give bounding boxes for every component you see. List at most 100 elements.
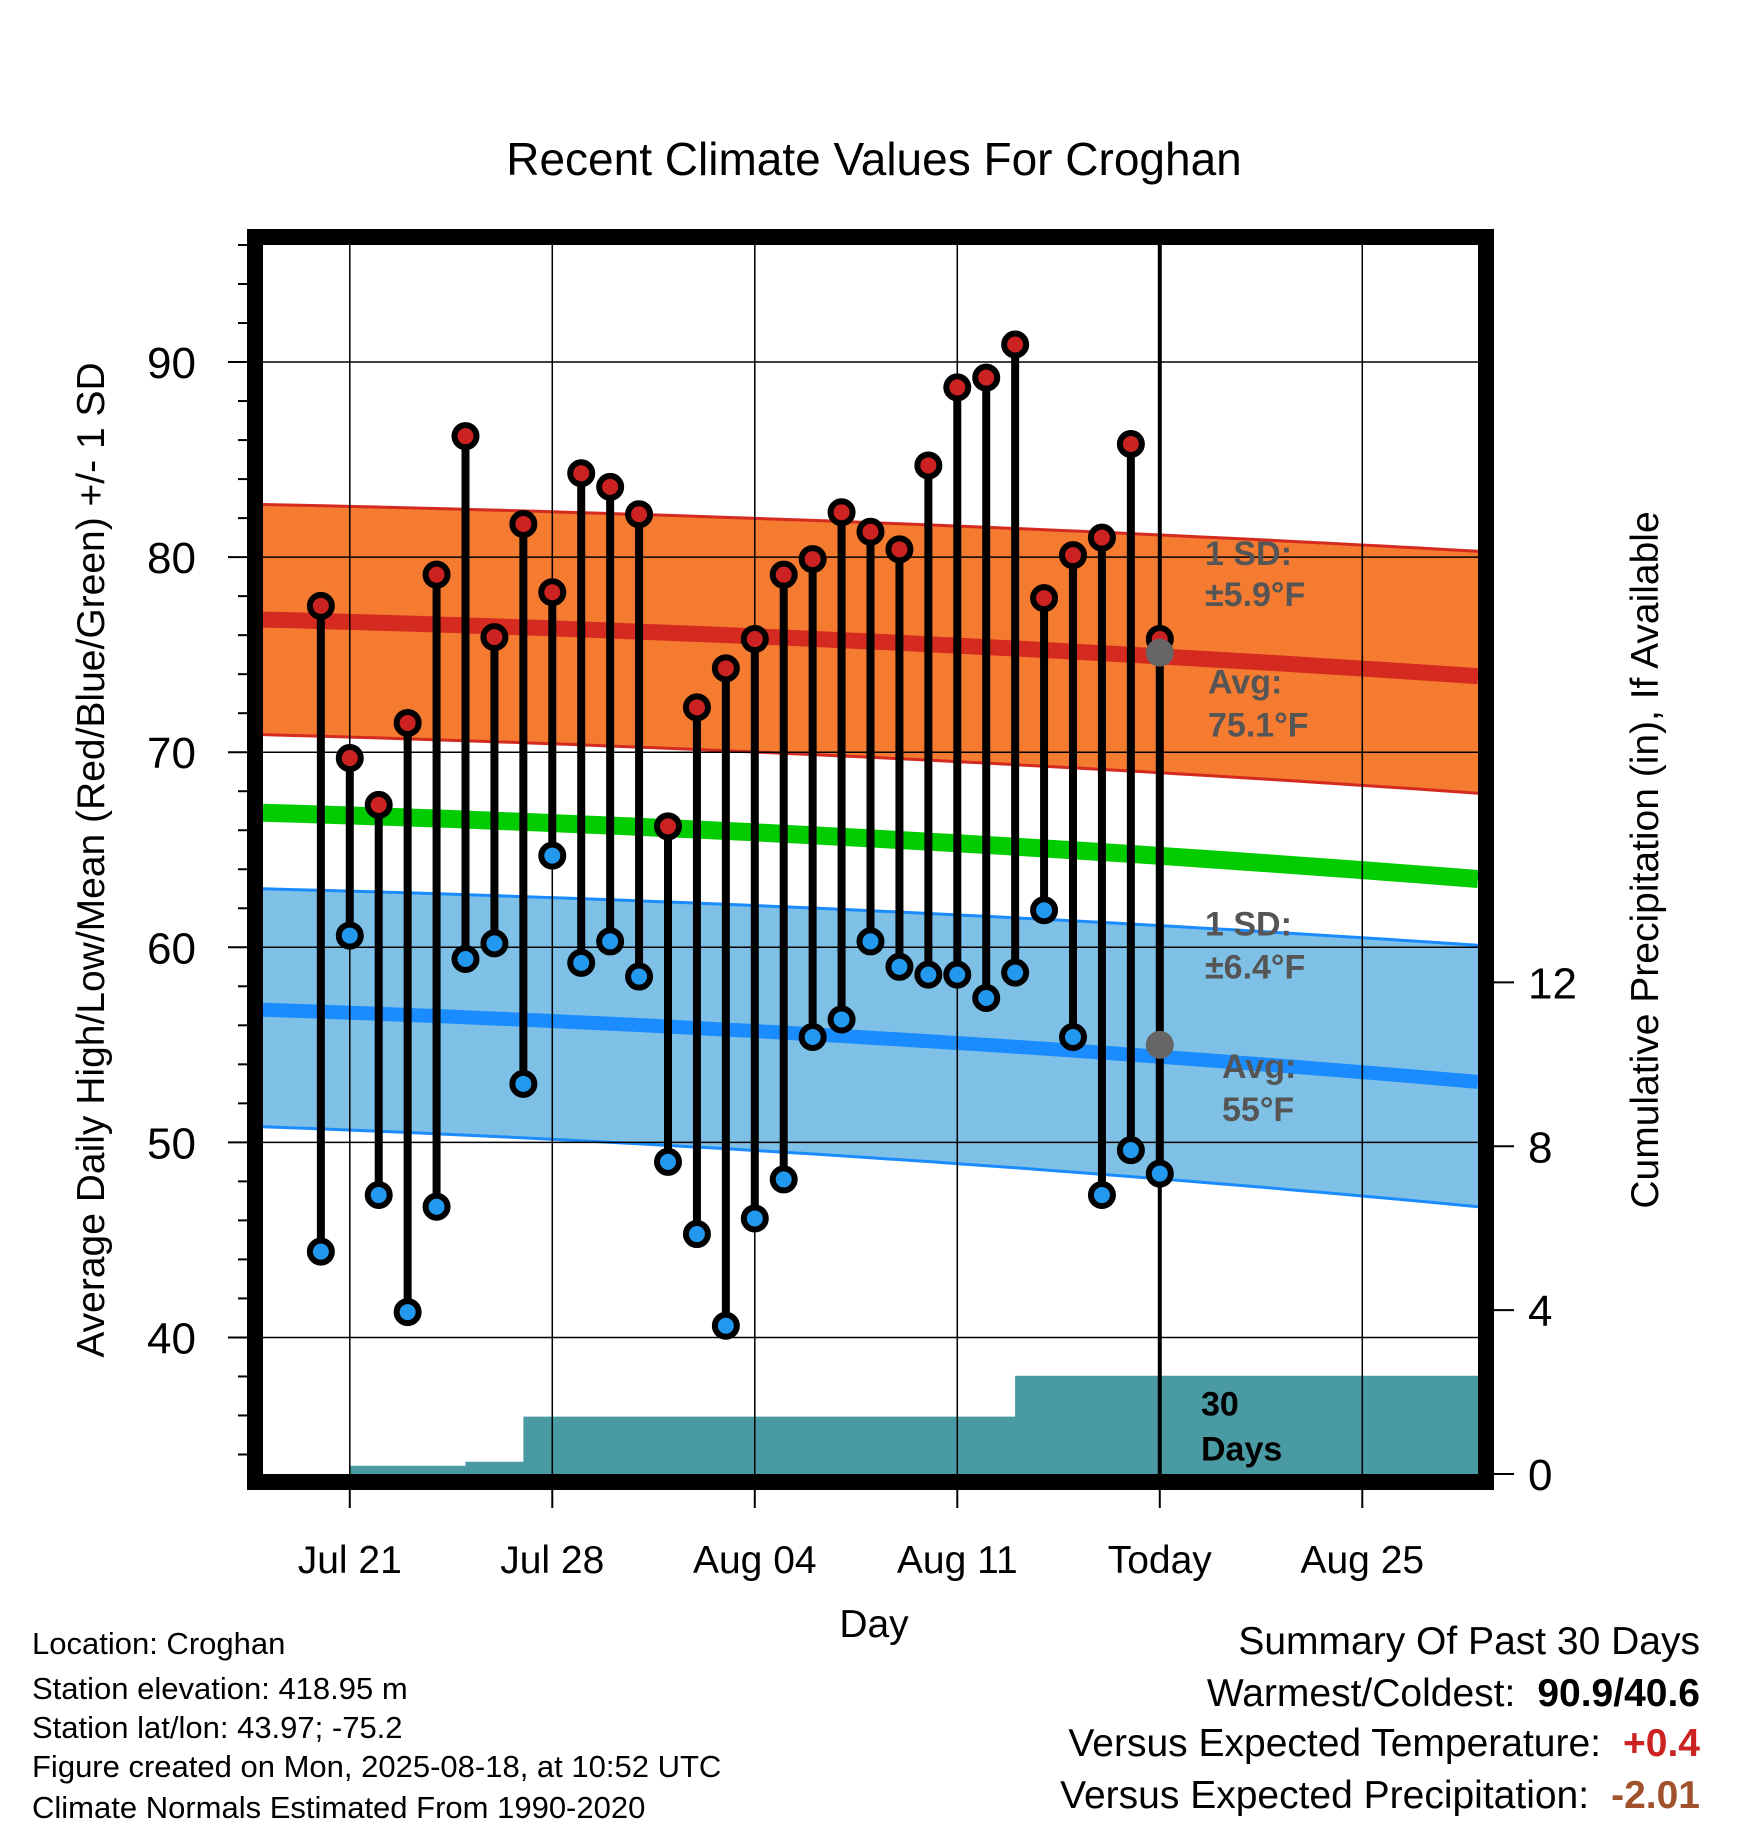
high-avg-today-marker (1145, 638, 1174, 667)
low-temp-point (567, 948, 596, 977)
low-temp-point (972, 984, 1001, 1013)
low-temp-point (480, 929, 509, 958)
low-temp-point (827, 1005, 856, 1034)
low-temp-point (1116, 1136, 1145, 1165)
low-temp-point (798, 1023, 827, 1052)
summary-precipitation: Versus Expected Precipitation: -2.01 (1060, 1774, 1700, 1817)
high-avg-title: Avg: (1208, 664, 1282, 702)
high-avg-value: 75.1°F (1208, 707, 1309, 745)
low-temp-point (306, 1237, 335, 1266)
high-temp-point (335, 744, 364, 773)
low-temp-point (538, 841, 567, 870)
low-sd-title: 1 SD: (1205, 906, 1292, 944)
high-temp-point (567, 459, 596, 488)
high-temp-point (740, 625, 769, 654)
high-temp-point (538, 578, 567, 607)
high-temp-point (306, 591, 335, 620)
low-temp-point (393, 1298, 422, 1327)
high-temp-point (769, 560, 798, 589)
high-sd-title: 1 SD: (1205, 535, 1292, 573)
x-tick-label: Aug 11 (897, 1539, 1018, 1582)
x-tick-label: Jul 28 (500, 1539, 604, 1582)
high-temp-point (480, 623, 509, 652)
high-temp-point (422, 560, 451, 589)
y2-tick-label: 0 (1528, 1451, 1552, 1500)
low-sd-band-fill (263, 888, 1478, 1207)
y-tick-label: 90 (147, 339, 196, 388)
summary-warmest-coldest: Warmest/Coldest: 90.9/40.6 (1206, 1672, 1700, 1715)
high-temp-point (1001, 330, 1030, 359)
low-temp-point (1030, 896, 1059, 925)
low-temp-point (451, 944, 480, 973)
created-text: Figure created on Mon, 2025-08-18, at 10… (32, 1749, 722, 1784)
y-tick-label: 60 (147, 924, 196, 973)
low-avg-today-marker (1145, 1030, 1174, 1059)
high-temp-point (682, 693, 711, 722)
low-sd-band-lower-edge (263, 1125, 1478, 1209)
summary-temperature: Versus Expected Temperature: +0.4 (1068, 1722, 1700, 1765)
x-tick-label: Aug 25 (1300, 1539, 1424, 1582)
high-temp-point (364, 790, 393, 819)
high-sd-value: ±5.9°F (1205, 576, 1305, 614)
y2-tick-label: 4 (1528, 1287, 1552, 1336)
precip-window-label-days: Days (1201, 1430, 1282, 1468)
low-avg-title: Avg: (1222, 1048, 1296, 1086)
low-temp-point (335, 921, 364, 950)
summary-title: Summary Of Past 30 Days (1238, 1620, 1700, 1663)
y2-axis-label: Cumulative Precipitation (in), If Availa… (1624, 511, 1667, 1208)
y-tick-label: 70 (147, 729, 196, 778)
elevation-text: Station elevation: 418.95 m (32, 1671, 408, 1706)
normals-text: Climate Normals Estimated From 1990-2020 (32, 1790, 646, 1825)
y-tick-label: 80 (147, 534, 196, 583)
high-temp-point (711, 654, 740, 683)
high-temp-point (943, 373, 972, 402)
temperature-departure-value: +0.4 (1623, 1722, 1700, 1765)
precip-window-label: 30 (1201, 1385, 1239, 1423)
low-normal-line (263, 1002, 1478, 1089)
low-temp-point (596, 927, 625, 956)
high-temp-point (885, 535, 914, 564)
low-temp-point (364, 1181, 393, 1210)
low-temp-point (509, 1069, 538, 1098)
high-temp-point (1059, 541, 1087, 570)
y2-tick-label: 8 (1528, 1123, 1552, 1172)
low-temp-point (1059, 1023, 1087, 1052)
warmest-coldest-value: 90.9/40.6 (1537, 1672, 1700, 1715)
chart-title: Recent Climate Values For Croghan (506, 133, 1241, 185)
low-temp-point (711, 1311, 740, 1340)
high-temp-point (827, 498, 856, 527)
precipitation-departure-value: -2.01 (1611, 1774, 1700, 1817)
low-temp-point (1145, 1159, 1174, 1188)
precipitation-area (263, 1375, 1478, 1474)
low-temp-point (625, 962, 654, 991)
high-temp-point (972, 363, 1001, 392)
high-temp-point (798, 545, 827, 574)
low-temp-point (769, 1165, 798, 1194)
high-temp-point (393, 708, 422, 737)
x-tick-label: Today (1108, 1539, 1213, 1582)
low-temp-point (654, 1147, 682, 1176)
high-temp-point (914, 451, 943, 480)
y2-tick-label: 12 (1528, 959, 1577, 1008)
low-temp-point (943, 960, 972, 989)
high-temp-point (856, 517, 885, 546)
x-tick-label: Aug 04 (693, 1539, 817, 1582)
low-temp-point (914, 960, 943, 989)
high-temp-point (654, 812, 682, 841)
high-temp-point (625, 500, 654, 529)
low-avg-value: 55°F (1222, 1091, 1294, 1129)
y-tick-label: 40 (147, 1314, 196, 1363)
y-axis-label: Average Daily High/Low/Mean (Red/Blue/Gr… (70, 362, 113, 1357)
location-text: Location: Croghan (32, 1626, 286, 1661)
low-temp-point (422, 1192, 451, 1221)
low-temp-point (856, 927, 885, 956)
low-sd-value: ±6.4°F (1205, 948, 1305, 986)
y-tick-label: 50 (147, 1119, 196, 1168)
high-temp-point (509, 509, 538, 538)
plot-frame (247, 229, 1494, 1490)
low-temp-point (885, 952, 914, 981)
high-temp-point (596, 472, 625, 501)
